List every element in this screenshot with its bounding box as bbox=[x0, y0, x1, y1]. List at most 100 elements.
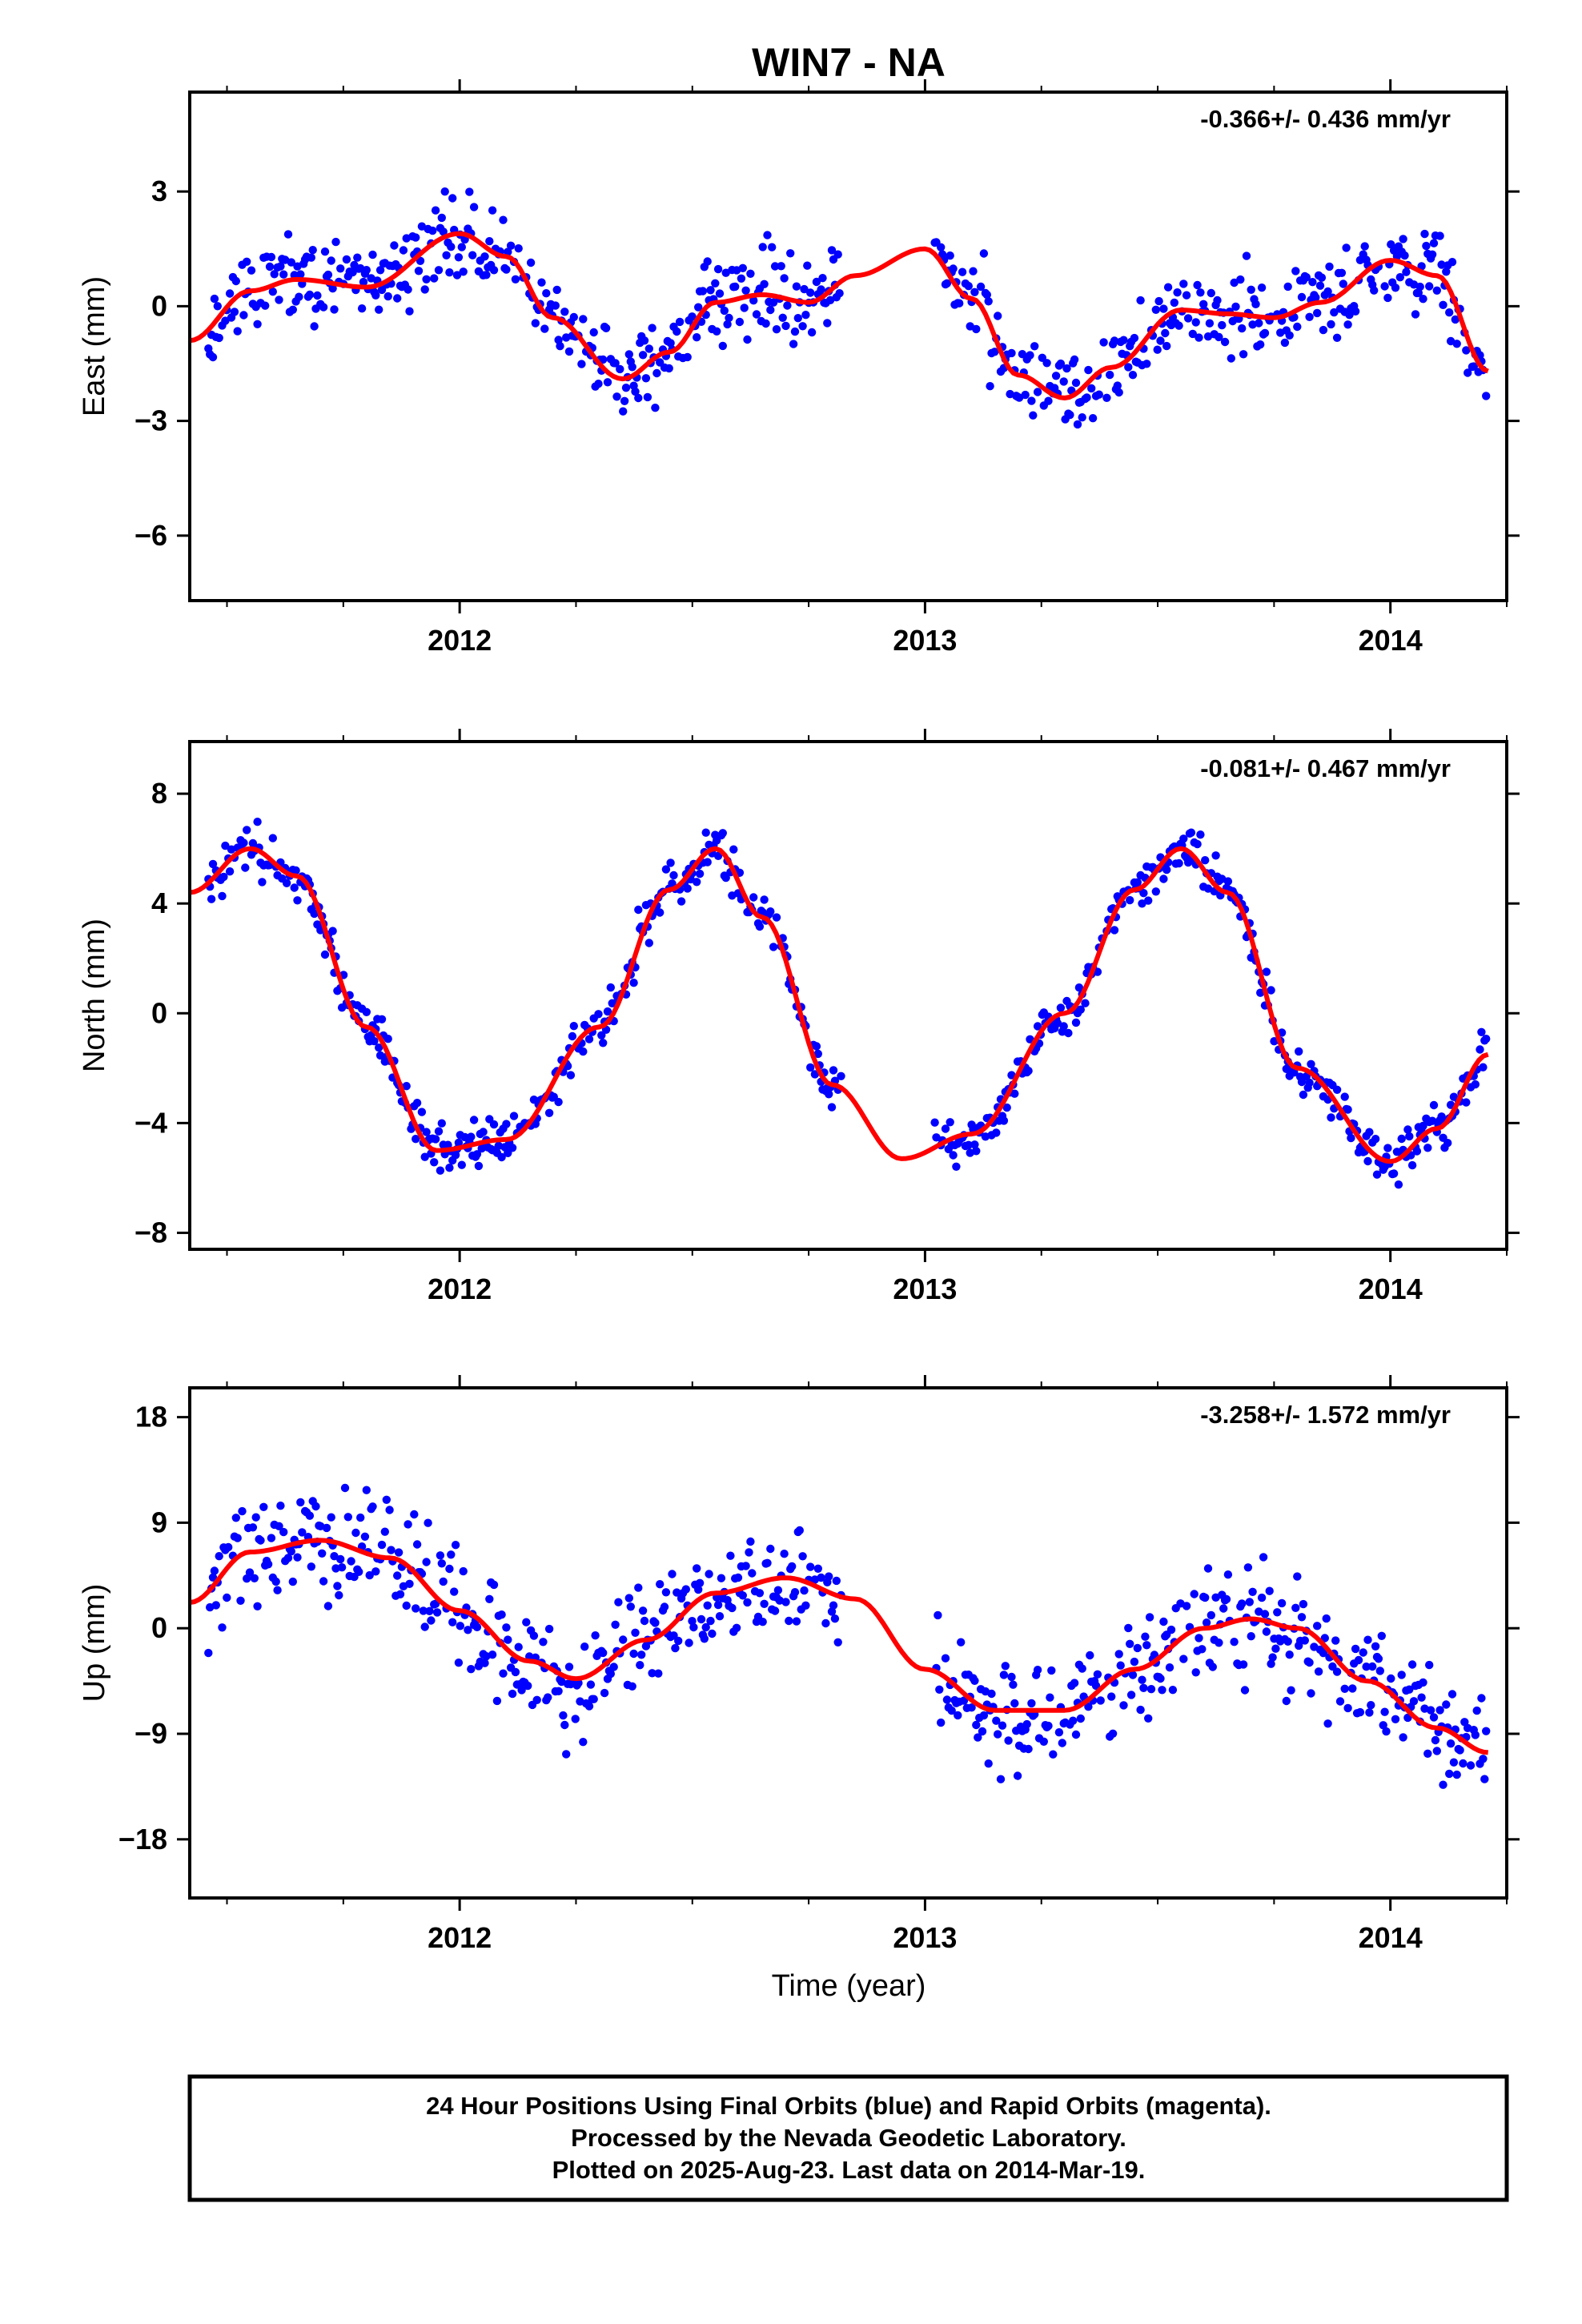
position-point bbox=[669, 870, 678, 880]
position-point bbox=[554, 1097, 563, 1107]
position-point bbox=[708, 1629, 717, 1638]
position-point bbox=[320, 247, 330, 256]
position-point bbox=[511, 275, 520, 283]
position-point bbox=[253, 1602, 262, 1611]
position-point bbox=[1471, 1080, 1480, 1089]
position-point bbox=[631, 387, 640, 396]
x-tick-label: 2014 bbox=[1359, 624, 1423, 657]
position-point bbox=[603, 378, 612, 387]
position-point bbox=[661, 865, 671, 874]
position-point bbox=[728, 1603, 737, 1613]
position-point bbox=[431, 1135, 440, 1144]
position-point bbox=[713, 327, 721, 336]
position-point bbox=[307, 1562, 315, 1571]
position-point bbox=[1409, 1697, 1419, 1706]
position-point bbox=[245, 1568, 255, 1577]
position-point bbox=[806, 288, 815, 297]
position-point bbox=[375, 305, 383, 314]
position-point bbox=[1159, 1617, 1168, 1626]
position-point bbox=[703, 858, 712, 866]
position-point bbox=[231, 276, 240, 286]
position-point bbox=[738, 1591, 747, 1600]
position-point bbox=[393, 294, 402, 303]
position-point bbox=[738, 263, 747, 272]
footer-line-2: Processed by the Nevada Geodetic Laborat… bbox=[571, 2124, 1126, 2152]
position-point bbox=[1314, 1667, 1323, 1676]
position-point bbox=[693, 878, 701, 887]
position-point bbox=[1126, 1639, 1134, 1648]
position-point bbox=[1087, 384, 1096, 393]
position-point bbox=[972, 324, 981, 334]
position-point bbox=[1482, 1727, 1491, 1735]
position-point bbox=[1081, 999, 1090, 1007]
position-point bbox=[1422, 241, 1431, 251]
position-point bbox=[382, 1495, 391, 1505]
position-point bbox=[807, 328, 817, 337]
position-point bbox=[1239, 350, 1248, 359]
position-point bbox=[1319, 325, 1328, 335]
position-point bbox=[1196, 830, 1205, 839]
position-point bbox=[1255, 319, 1263, 328]
position-point bbox=[417, 1108, 427, 1116]
position-point bbox=[283, 1554, 293, 1562]
position-point bbox=[489, 1580, 499, 1590]
position-point bbox=[405, 1579, 414, 1589]
position-point bbox=[994, 1730, 1002, 1739]
position-point bbox=[267, 1534, 276, 1542]
position-point bbox=[746, 269, 755, 278]
position-point bbox=[1362, 1663, 1371, 1671]
position-point bbox=[611, 1620, 620, 1630]
position-point bbox=[259, 1502, 268, 1512]
position-point bbox=[803, 261, 812, 270]
position-point bbox=[1340, 1092, 1349, 1101]
position-point bbox=[930, 1118, 939, 1127]
position-point bbox=[1208, 1663, 1218, 1671]
position-point bbox=[1452, 1770, 1461, 1779]
position-point bbox=[1110, 336, 1119, 345]
position-point bbox=[812, 1042, 821, 1051]
position-point bbox=[1151, 887, 1161, 896]
position-point bbox=[999, 1671, 1009, 1679]
position-point bbox=[556, 342, 564, 351]
position-point bbox=[1190, 1590, 1199, 1598]
position-point bbox=[1010, 1699, 1019, 1708]
position-point bbox=[972, 1720, 981, 1730]
position-point bbox=[1162, 865, 1171, 875]
position-point bbox=[1202, 1618, 1211, 1627]
position-point bbox=[1056, 1003, 1066, 1012]
position-point bbox=[1462, 1098, 1471, 1107]
y-tick-label: −9 bbox=[135, 1717, 167, 1750]
position-point bbox=[740, 304, 749, 312]
position-point bbox=[1370, 286, 1379, 295]
position-point bbox=[1251, 300, 1260, 308]
position-point bbox=[504, 247, 512, 256]
position-point bbox=[293, 1553, 302, 1562]
position-point bbox=[668, 1570, 677, 1578]
position-point bbox=[1446, 1739, 1456, 1748]
position-point bbox=[459, 1566, 468, 1576]
position-point bbox=[524, 1681, 532, 1691]
position-point bbox=[537, 278, 546, 287]
position-point bbox=[313, 291, 322, 300]
position-point bbox=[579, 1047, 588, 1056]
position-point bbox=[741, 286, 750, 295]
position-point bbox=[359, 277, 368, 287]
position-point bbox=[225, 867, 235, 876]
y-tick-label: 0 bbox=[151, 289, 167, 322]
position-point bbox=[428, 226, 437, 235]
position-point bbox=[233, 1534, 242, 1542]
north-model-fit-line bbox=[189, 846, 1489, 1164]
position-point bbox=[1305, 1078, 1314, 1088]
position-point bbox=[1282, 1696, 1291, 1706]
position-point bbox=[761, 319, 770, 328]
position-point bbox=[660, 1602, 669, 1611]
position-point bbox=[1445, 308, 1454, 317]
position-point bbox=[499, 1669, 508, 1678]
position-point bbox=[488, 1651, 497, 1659]
position-point bbox=[749, 296, 758, 305]
position-point bbox=[1339, 279, 1348, 288]
position-point bbox=[1429, 1100, 1439, 1110]
position-point bbox=[360, 1532, 370, 1542]
position-point bbox=[935, 1685, 944, 1694]
position-point bbox=[1168, 1686, 1178, 1695]
